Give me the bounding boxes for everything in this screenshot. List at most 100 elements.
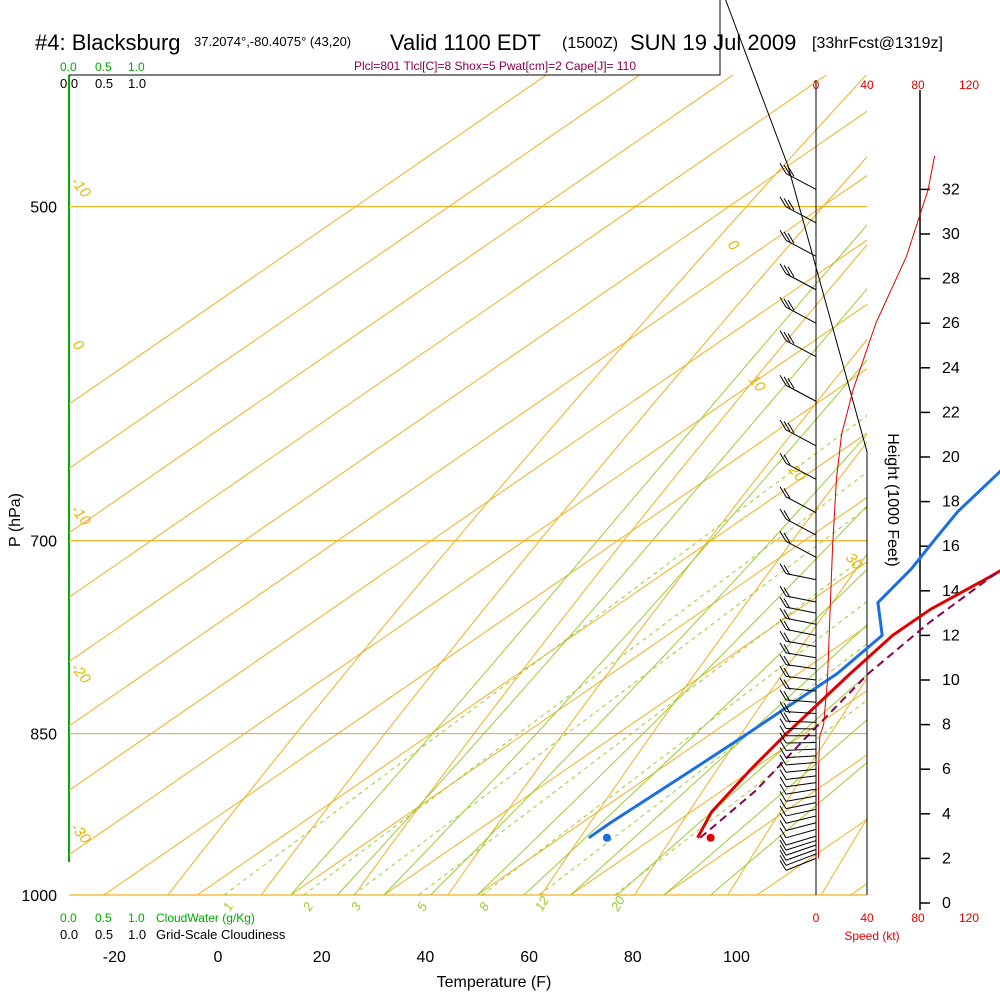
cloudwater-tick: 1.0 — [128, 60, 145, 74]
wind-barb-flag — [779, 677, 787, 689]
mixing-ratio-label: 12 — [532, 893, 553, 914]
cloudiness-tick: 0.5 — [95, 76, 113, 91]
wind-barb-flag — [779, 740, 787, 751]
wind-barb-flag — [779, 834, 787, 846]
cloudiness-label: Grid-Scale Cloudiness — [156, 927, 286, 942]
moist-adiabat-line — [383, 359, 867, 895]
wind-barb-flag — [783, 376, 791, 388]
wind-barb-flag — [783, 487, 791, 499]
moist-adiabat-line — [336, 288, 867, 895]
moist-adiabat-lines — [290, 224, 867, 895]
wind-speed-line — [818, 155, 936, 859]
wind-barb-flag — [787, 422, 795, 434]
wind-barb-flag — [783, 298, 791, 309]
wind-barbs — [779, 163, 817, 871]
wind-barb — [785, 429, 817, 447]
cloudiness-tick: 0.0 — [60, 927, 78, 942]
isotherm-line — [69, 239, 867, 791]
wind-barb-flag — [779, 701, 787, 712]
wind-barb-flag — [779, 718, 787, 729]
mixing-ratio-line — [418, 554, 867, 895]
profile-series — [587, 469, 1000, 842]
wind-barb — [785, 828, 817, 839]
dry-adiabat-line — [634, 553, 867, 895]
isotherm-line — [69, 75, 548, 405]
wind-barb-flag — [779, 805, 787, 817]
dry-adiabat-line — [260, 155, 867, 895]
pressure-tick-label: 500 — [30, 200, 57, 217]
height-tick-label: 20 — [942, 449, 960, 466]
height-tick-label: 22 — [942, 404, 960, 421]
moist-adiabat-line — [616, 673, 867, 895]
mixing-ratio-line — [223, 414, 867, 895]
wind-barb-flag — [783, 644, 791, 655]
isobar-lines — [69, 205, 867, 896]
moist-adiabat-line — [476, 505, 867, 895]
wind-barb-flag — [779, 642, 787, 654]
wind-barb-flag — [783, 620, 791, 632]
wind-barb — [785, 857, 817, 871]
wind-barb — [785, 835, 817, 846]
pressure-tick-label: 700 — [30, 534, 57, 551]
wind-barb-flag — [779, 747, 787, 758]
isotherm-line — [383, 561, 867, 895]
speed-tick: 120 — [959, 78, 979, 92]
isotherm-line — [103, 368, 867, 895]
temperature-axis-ticks: -20 0 20 40 60 80 100 — [103, 949, 750, 966]
wind-barb-flag — [783, 691, 791, 702]
wind-barb-flag — [787, 333, 795, 344]
wind-barb — [785, 844, 817, 856]
isotherm-label: 0 — [724, 237, 743, 255]
y-axis-label: P (hPa) — [7, 493, 24, 547]
wind-barb-flag — [783, 679, 791, 690]
isotherm-line — [570, 689, 867, 895]
temperature-tick-label: 100 — [723, 949, 750, 966]
wind-barb — [785, 540, 817, 558]
height-tick-label: 26 — [942, 315, 960, 332]
isotherm-line — [69, 75, 641, 470]
mixing-ratio-label: 8 — [476, 899, 493, 913]
isotherm-label: -10 — [67, 502, 94, 530]
wind-barb-flag — [779, 732, 787, 744]
wind-barb-flag — [779, 563, 787, 574]
wind-barb — [785, 675, 817, 681]
wind-barb-flag — [779, 630, 787, 642]
plot-frame — [69, 0, 921, 910]
pressure-tick-label: 1000 — [21, 888, 57, 905]
temperature-line — [696, 569, 1000, 839]
wind-barb — [785, 687, 817, 692]
wind-barb-flag — [783, 421, 791, 432]
wind-barb — [785, 782, 817, 788]
speed-tick: 80 — [911, 911, 925, 925]
wind-barb-flag — [779, 855, 787, 866]
x-axis-label: Temperature (F) — [437, 974, 552, 991]
wind-barb-flag — [783, 454, 791, 466]
wind-barb — [785, 664, 817, 670]
wind-barb — [785, 617, 817, 625]
height-tick-label: 24 — [942, 360, 960, 377]
wind-barb — [785, 384, 817, 402]
temperature-tick-label: 0 — [214, 949, 223, 966]
dry-adiabat-line — [167, 75, 867, 895]
wind-barb-flag — [783, 510, 791, 521]
wind-barb-flag — [779, 850, 787, 861]
surface-temperature-marker — [706, 833, 715, 842]
wind-barb — [785, 748, 817, 751]
wind-barb-flag — [779, 508, 787, 520]
wind-barb-flag — [779, 263, 787, 275]
wind-barb — [785, 595, 817, 603]
wind-barb — [785, 815, 817, 824]
wind-barb — [785, 840, 817, 851]
dewpoint-line — [587, 469, 1000, 840]
wind-barb — [785, 699, 817, 703]
isotherm-label: 30 — [842, 550, 866, 574]
valid-time: Valid 1100 EDT — [390, 30, 541, 55]
height-tick-label: 10 — [942, 672, 960, 689]
isotherm-line — [850, 883, 867, 895]
mixing-ratio-lines — [223, 414, 867, 895]
mixing-ratio-labels: 1 2 3 5 8 12 20 — [220, 893, 629, 915]
wind-barb-flag — [787, 233, 795, 244]
wind-barb-flag — [779, 607, 787, 619]
pressure-axis-ticks: 2503004005007008501000 — [21, 200, 57, 905]
